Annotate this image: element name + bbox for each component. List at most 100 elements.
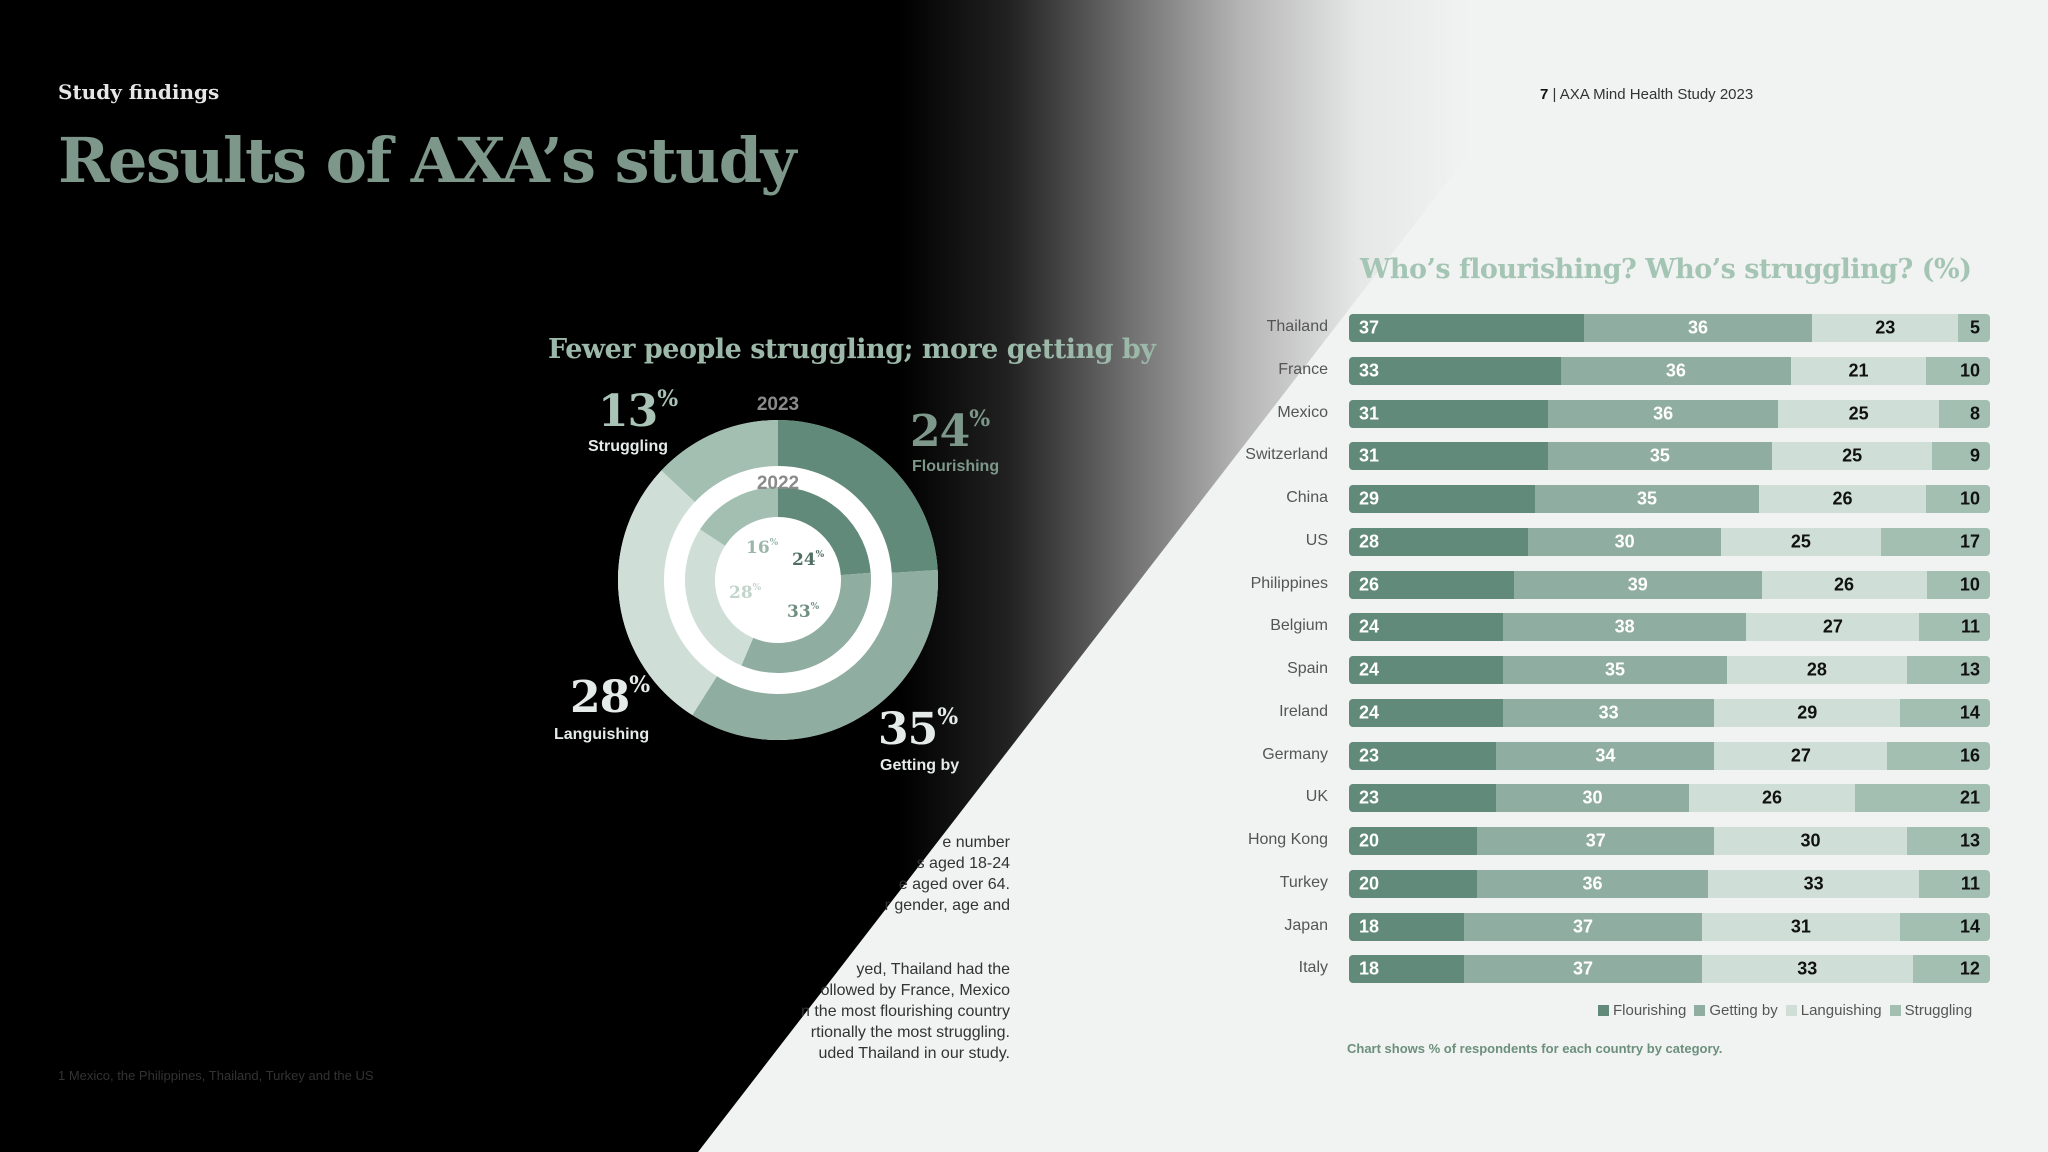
bar-row: 18 37 31 14 (1349, 912, 1990, 941)
bar-value-label: 25 (1848, 403, 1869, 423)
bar-segment-flourishing: 31 (1349, 442, 1548, 471)
bar-segment-languishing: 25 (1772, 442, 1933, 471)
bar-segment-flourishing: 28 (1349, 527, 1529, 556)
bar-segment-getting-by: 37 (1464, 955, 1702, 984)
bar-value-label: 12 (1959, 958, 1980, 979)
bar-row: 24 38 27 11 (1349, 613, 1990, 642)
country-label: Switzerland (1245, 446, 1328, 464)
bar-segment-languishing: 26 (1759, 485, 1926, 513)
legend-item-getting-by: Getting by (1694, 1002, 1778, 1019)
bar-segment-struggling: 13 (1906, 656, 1990, 684)
bar-segment-struggling: 16 (1887, 741, 1990, 770)
country-label: Belgium (1270, 617, 1328, 635)
bar-value-label: 35 (1637, 488, 1658, 509)
bar-value-label: 21 (1959, 787, 1980, 808)
bar-row: 24 33 29 14 (1349, 698, 1990, 727)
bar-segment-languishing: 31 (1701, 912, 1901, 941)
bar-segment-struggling: 10 (1926, 570, 1990, 599)
bar-segment-flourishing: 20 (1349, 869, 1478, 898)
chart-legend: Flourishing Getting by Languishing Struggli… (1598, 1002, 1972, 1019)
bar-value-label: 10 (1959, 360, 1980, 381)
donut-pct-value: 13 (598, 386, 658, 437)
body-line: ollowed by France, Mexico (820, 982, 1010, 999)
bar-segment-getting-by: 34 (1496, 741, 1715, 770)
bar-row: 31 36 25 8 (1349, 399, 1990, 428)
footnote: 1 Mexico, the Philippines, Thailand, Tur… (58, 1068, 374, 1083)
country-label: Turkey (1279, 873, 1328, 891)
country-label: Japan (1284, 916, 1328, 934)
body-line: uded Thailand in our study. (818, 1045, 1010, 1062)
country-label: Hong Kong (1247, 831, 1328, 848)
country-label: Spain (1287, 660, 1328, 677)
bar-value-label: 27 (1790, 745, 1811, 765)
body-line: s aged 18-24 (916, 855, 1010, 872)
bar-segment-flourishing: 18 (1349, 955, 1465, 984)
bar-segment-languishing: 21 (1791, 356, 1926, 385)
bar-segment-getting-by: 30 (1528, 527, 1721, 556)
bar-value-label: 20 (1359, 830, 1380, 851)
country-label: Philippines (1250, 574, 1328, 592)
bar-row: 24 35 28 13 (1349, 656, 1990, 684)
donut-category-label-languishing: Languishing (554, 726, 650, 743)
bar-value-label: 16 (1959, 745, 1980, 765)
legend-item-struggling: Struggling (1889, 1002, 1973, 1019)
ring-label-2022: 2022 (757, 473, 799, 494)
page-meta: 7 | AXA Mind Health Study 2023 (1540, 86, 1753, 103)
donut-pct-languishing: 28% (570, 672, 650, 723)
bar-value-label: 14 (1959, 702, 1980, 723)
bar-segment-struggling: 17 (1881, 527, 1990, 556)
bar-segment-getting-by: 33 (1502, 698, 1715, 727)
bar-value-label: 26 (1832, 488, 1853, 509)
bar-value-label: 36 (1665, 360, 1686, 381)
bar-segment-languishing: 33 (1707, 869, 1920, 898)
legend-label: Getting by (1709, 1002, 1778, 1019)
bar-value-label: 26 (1359, 574, 1380, 594)
bar-value-label: 29 (1359, 488, 1380, 509)
inner-pct-flourishing: 24% (792, 550, 825, 570)
donut-chart-title: Fewer people struggling; more getting by (548, 334, 1156, 365)
donut-pct-flourishing: 24% (910, 406, 990, 457)
donut-category-label-getting-by: Getting by (880, 757, 960, 774)
legend-label: Struggling (1904, 1002, 1973, 1019)
bar-segment-flourishing: 26 (1349, 570, 1514, 599)
bar-value-label: 38 (1614, 616, 1635, 637)
country-label: Germany (1262, 745, 1328, 763)
donut-background (618, 420, 938, 740)
bar-segment-struggling: 11 (1919, 869, 1990, 898)
bar-value-label: 36 (1688, 317, 1709, 338)
bar-value-label: 37 (1572, 916, 1593, 936)
bar-segment-getting-by: 35 (1502, 656, 1728, 684)
country-label: Italy (1298, 959, 1328, 977)
bar-segment-struggling: 10 (1925, 356, 1990, 385)
bar-segment-getting-by: 38 (1502, 613, 1747, 642)
bar-value-label: 20 (1359, 873, 1380, 894)
bar-value-label: 26 (1762, 787, 1783, 808)
bar-value-label: 18 (1359, 916, 1380, 936)
legend-swatch (1598, 1005, 1609, 1016)
bar-value-label: 25 (1842, 445, 1863, 466)
bar-value-label: 10 (1959, 574, 1980, 594)
page-number: 7 (1540, 86, 1549, 103)
bar-value-label: 33 (1359, 360, 1380, 381)
legend-label: Languishing (1800, 1002, 1882, 1019)
legend-swatch (1785, 1005, 1797, 1016)
bar-value-label: 37 (1572, 958, 1593, 979)
bar-value-label: 37 (1359, 317, 1380, 338)
bar-value-label: 30 (1614, 531, 1635, 552)
donut-slice-2023-struggling (661, 420, 779, 503)
legend-swatch (1889, 1005, 1901, 1016)
donut-pct-value: 24 (910, 406, 970, 457)
body-line: e aged over 64. (898, 876, 1010, 893)
bar-value-label: 13 (1959, 830, 1980, 851)
bar-segment-flourishing: 18 (1349, 912, 1465, 941)
bar-value-label: 35 (1604, 659, 1626, 680)
bar-value-label: 30 (1582, 787, 1603, 808)
body-line: rtionally the most struggling. (810, 1024, 1010, 1041)
bar-segment-flourishing: 33 (1349, 356, 1561, 385)
bar-segment-languishing: 26 (1761, 570, 1927, 599)
bar-segment-struggling: 8 (1938, 399, 1990, 428)
bar-value-label: 30 (1800, 830, 1821, 851)
bar-value-label: 8 (1969, 403, 1980, 423)
bar-value-label: 23 (1359, 787, 1380, 808)
bar-segment-languishing: 25 (1778, 399, 1939, 428)
